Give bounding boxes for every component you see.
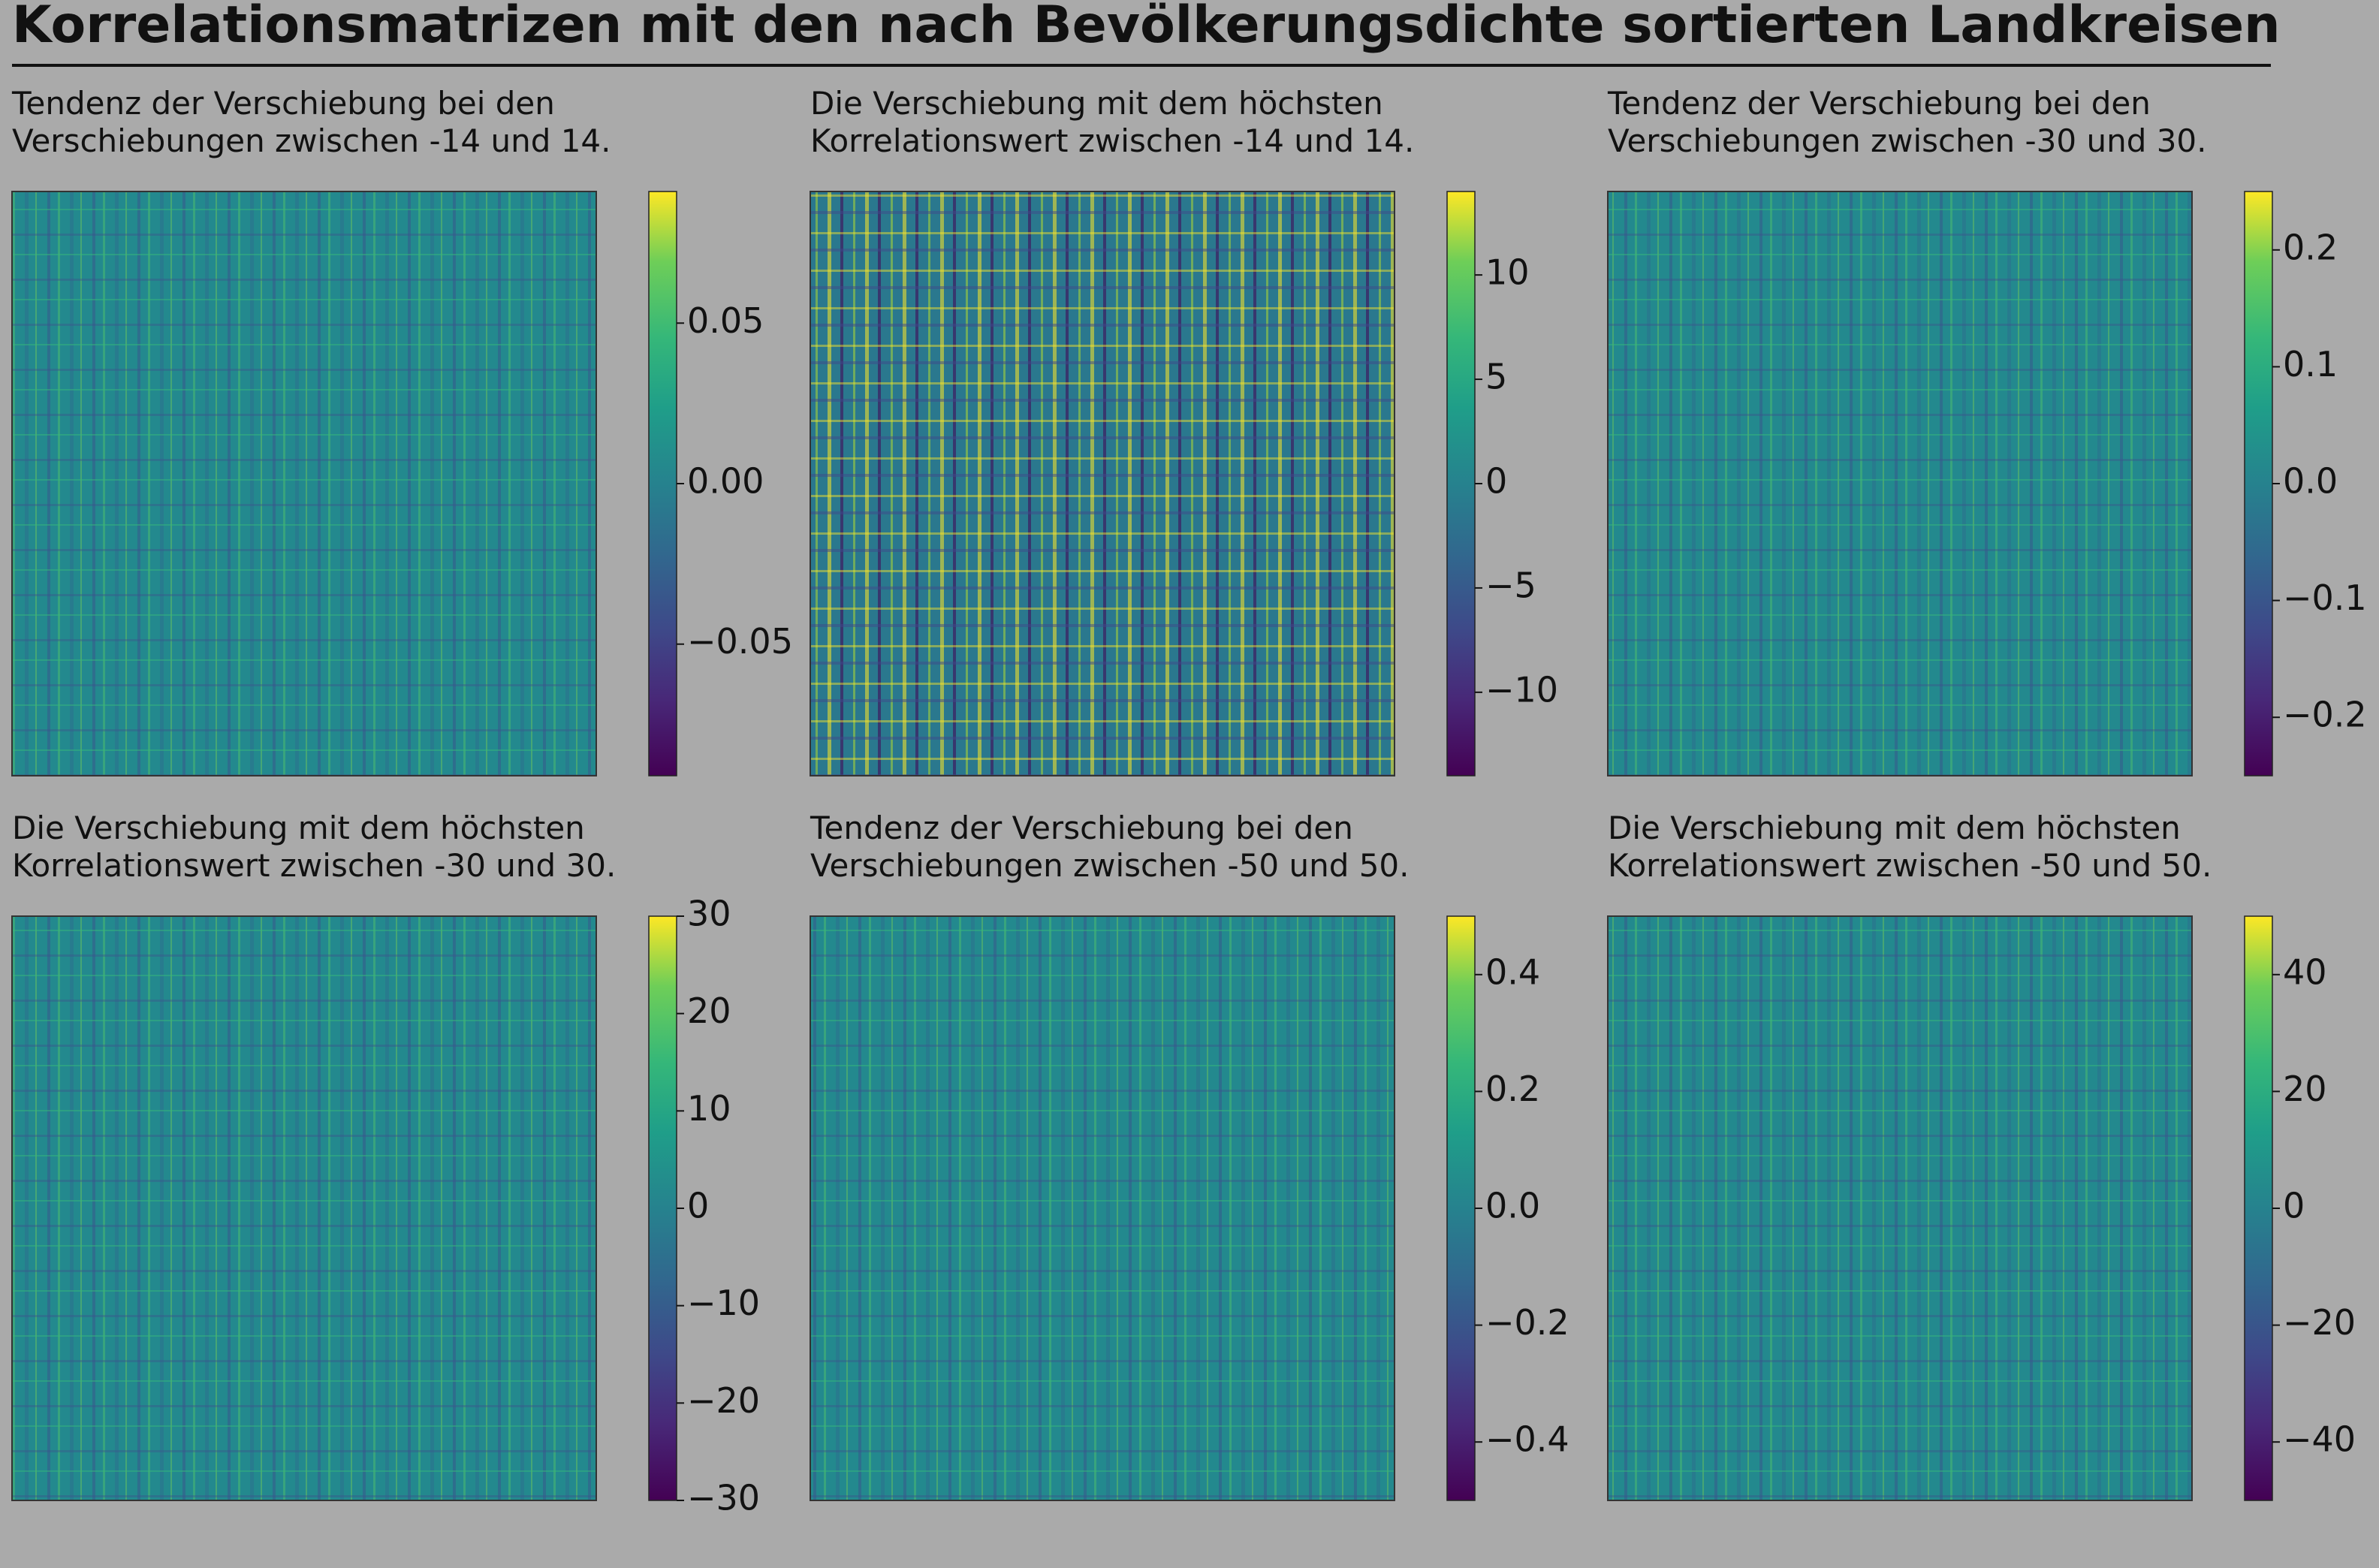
colorbar-tick-label: −30 <box>687 1478 760 1518</box>
heatmap <box>11 191 597 776</box>
subplot-title: Verschiebungen zwischen -14 und 14. <box>12 122 611 159</box>
colorbar-tick-label: 10 <box>687 1088 731 1129</box>
colorbar-tick-label: −40 <box>2283 1419 2356 1460</box>
figure-title: Korrelationsmatrizen mit den nach Bevölk… <box>12 0 2281 55</box>
colorbar <box>1446 191 1476 776</box>
colorbar-tick-label: 0.2 <box>1485 1069 1540 1109</box>
subplot-title: Tendenz der Verschiebung bei den <box>1607 85 2151 122</box>
colorbar-tick-label: 20 <box>687 991 731 1031</box>
subplot-title: Korrelationswert zwischen -30 und 30. <box>12 847 616 884</box>
subplot-title: Die Verschiebung mit dem höchsten <box>12 810 585 846</box>
subplot-title: Tendenz der Verschiebung bei den <box>11 85 555 122</box>
colorbar-tick-label: −0.05 <box>687 621 793 662</box>
colorbar-tick-label: 0 <box>1485 461 1507 502</box>
colorbar <box>2244 915 2273 1501</box>
colorbar-tick-label: 0.0 <box>2283 461 2338 502</box>
colorbar <box>2244 191 2273 776</box>
colorbar-tick-label: −5 <box>1485 565 1536 605</box>
colorbar-tick-label: 0 <box>687 1186 709 1226</box>
subplot-title: Die Verschiebung mit dem höchsten <box>1608 810 2181 846</box>
heatmap <box>1607 915 2193 1501</box>
heatmap <box>11 915 597 1501</box>
colorbar-tick-label: −20 <box>2283 1302 2356 1343</box>
heatmap <box>810 191 1395 776</box>
colorbar-tick-label: −10 <box>1485 669 1558 710</box>
heatmap <box>810 915 1395 1501</box>
colorbar <box>648 915 677 1501</box>
subplot-title: Verschiebungen zwischen -30 und 30. <box>1608 122 2207 159</box>
colorbar-tick-label: 0.0 <box>1485 1186 1540 1226</box>
heatmap <box>1607 191 2193 776</box>
colorbar-tick-label: 0 <box>2283 1186 2305 1226</box>
subplot-title: Korrelationswert zwischen -14 und 14. <box>810 122 1414 159</box>
colorbar-tick-label: −0.2 <box>2283 695 2367 735</box>
colorbar-tick-label: 0.4 <box>1485 951 1540 992</box>
colorbar-tick-label: 0.2 <box>2283 227 2338 267</box>
colorbar <box>648 191 677 776</box>
colorbar-tick-label: 10 <box>1485 252 1530 293</box>
subplot-title: Die Verschiebung mit dem höchsten <box>810 85 1383 122</box>
colorbar-tick-label: −20 <box>687 1380 760 1421</box>
colorbar-tick-label: −0.1 <box>2283 577 2367 618</box>
colorbar-tick-label: 0.1 <box>2283 344 2338 384</box>
colorbar-tick-label: 30 <box>687 894 731 934</box>
colorbar-tick-label: 20 <box>2283 1069 2327 1109</box>
subplot-title: Korrelationswert zwischen -50 und 50. <box>1608 847 2212 884</box>
colorbar-tick-label: 5 <box>1485 357 1507 397</box>
colorbar-tick-label: 0.00 <box>687 461 764 502</box>
colorbar <box>1446 915 1476 1501</box>
subplot-title: Verschiebungen zwischen -50 und 50. <box>810 847 1410 884</box>
subplot-title: Tendenz der Verschiebung bei den <box>810 810 1353 846</box>
colorbar-tick-label: 40 <box>2283 951 2327 992</box>
colorbar-tick-label: −0.4 <box>1485 1419 1569 1460</box>
colorbar-tick-label: 0.05 <box>687 300 764 341</box>
colorbar-tick-label: −10 <box>687 1283 760 1323</box>
colorbar-tick-label: −0.2 <box>1485 1302 1569 1343</box>
